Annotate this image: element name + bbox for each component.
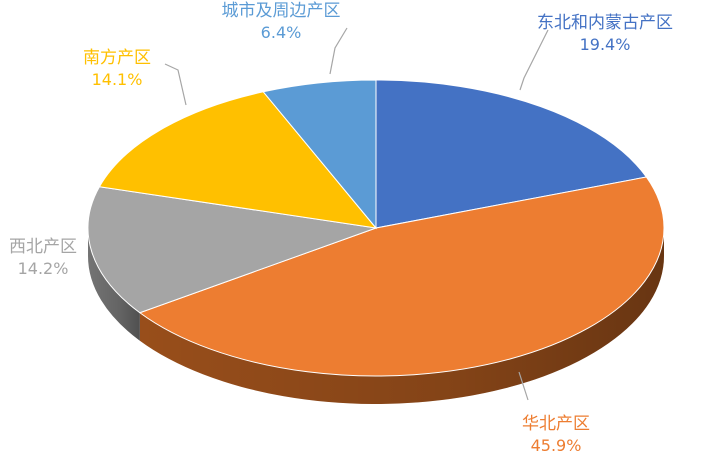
leader-line-3 [164, 63, 187, 106]
leader-lines [164, 27, 549, 401]
slice-label-name-2: 西北产区 [9, 237, 77, 257]
slice-label-name-4: 城市及周边产区 [222, 1, 341, 21]
pie-slice-2[interactable] [87, 186, 377, 314]
pie-slice-0[interactable] [375, 79, 648, 229]
slice-label-value-0: 19.4% [580, 35, 631, 54]
slice-labels: 东北和内蒙古产区 19.4% 华北产区 45.9% 西北产区 14.2% 南方产区 14.1%… [9, 1, 673, 455]
leader-line-1 [518, 371, 529, 401]
leader-line-4 [329, 27, 348, 75]
slice-label-name-1: 华北产区 [522, 414, 590, 434]
pie-slice-side-shade-1 [139, 228, 665, 405]
slice-label-name-0: 东北和内蒙古产区 [537, 13, 673, 33]
pie-slice-1[interactable] [138, 176, 665, 377]
pie-sides [88, 228, 665, 405]
slice-label-value-1: 45.9% [531, 436, 582, 455]
pie-slice-3[interactable] [98, 91, 378, 229]
pie-slice-side-shade-2 [88, 228, 140, 341]
pie-tops [87, 79, 665, 377]
slice-label-value-3: 14.1% [92, 70, 143, 89]
leader-line-0 [519, 29, 549, 91]
slice-label-name-3: 南方产区 [83, 48, 151, 68]
pie-slice-4[interactable] [262, 79, 377, 230]
slice-label-value-2: 14.2% [18, 259, 69, 278]
slice-label-value-4: 6.4% [261, 23, 302, 42]
